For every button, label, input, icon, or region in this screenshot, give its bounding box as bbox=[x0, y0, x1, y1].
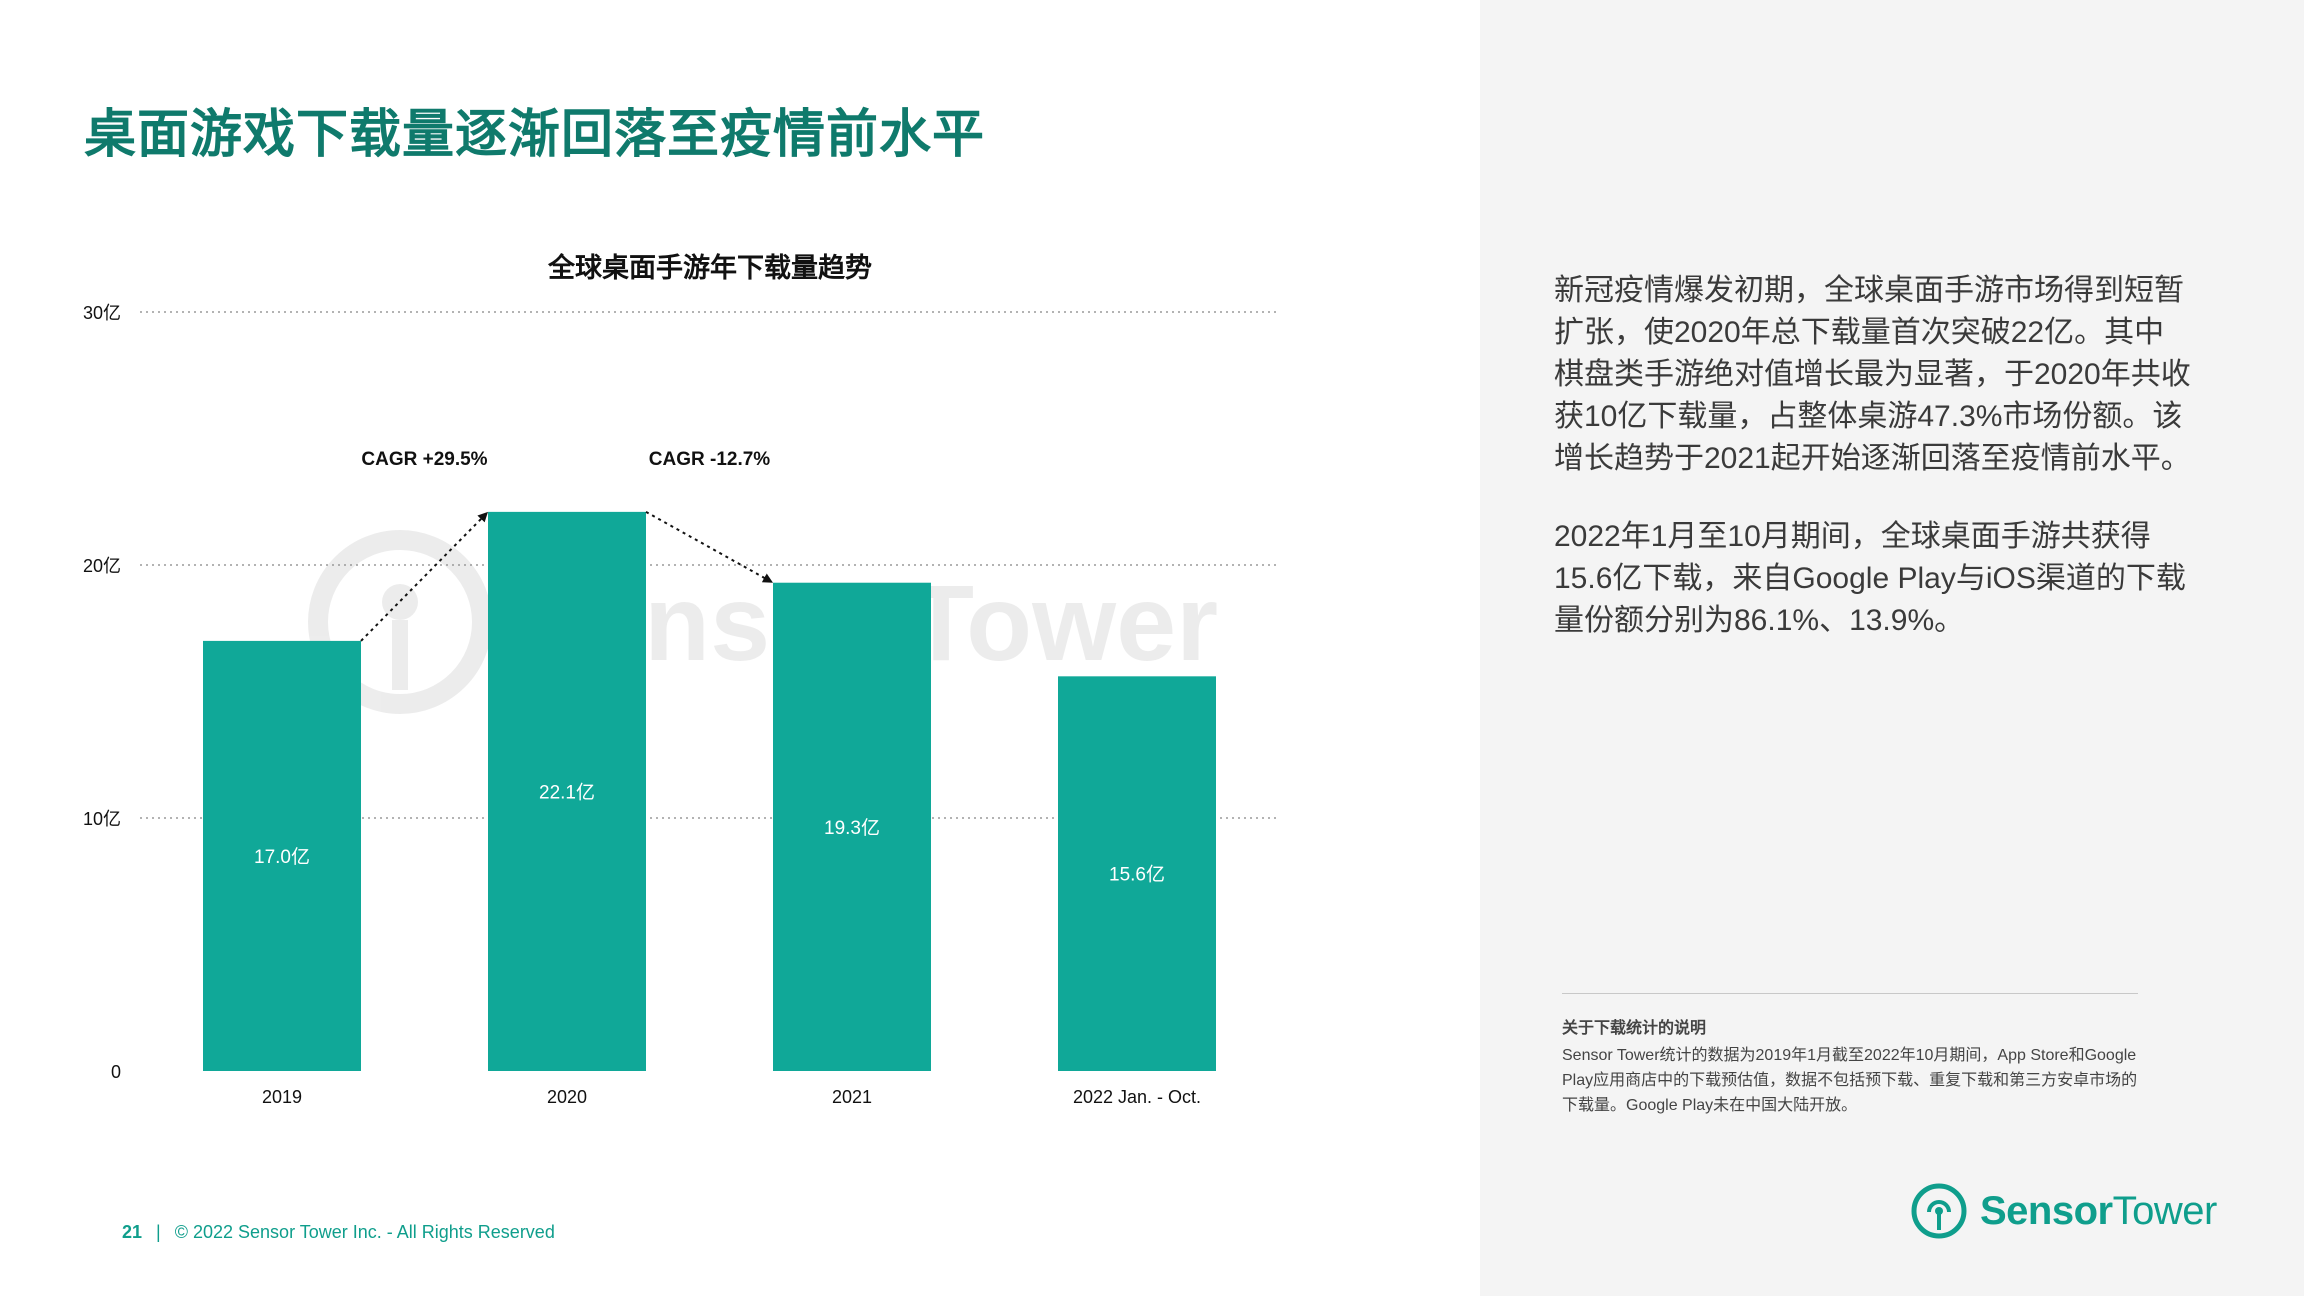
x-tick-label: 2020 bbox=[547, 1087, 587, 1107]
cagr-arrow bbox=[645, 510, 774, 583]
sensor-tower-logo-icon bbox=[1911, 1183, 1967, 1239]
y-tick-label: 30亿 bbox=[83, 303, 121, 323]
bar bbox=[773, 582, 931, 1071]
x-tick-label: 2022 Jan. - Oct. bbox=[1073, 1087, 1201, 1107]
bar-value-label: 22.1亿 bbox=[539, 781, 595, 803]
bar bbox=[1058, 676, 1216, 1071]
logo-wordmark: SensorTower bbox=[1980, 1189, 2217, 1234]
note-text: Sensor Tower统计的数据为2019年1月截至2022年10月期间，Ap… bbox=[1562, 1047, 2138, 1114]
x-tick-label: 2021 bbox=[832, 1087, 872, 1107]
cagr-label: CAGR -12.7% bbox=[649, 449, 771, 470]
bar-value-label: 15.6亿 bbox=[1109, 864, 1165, 886]
chart-title: 全球桌面手游年下载量趋势 bbox=[547, 252, 872, 283]
cagr-label: CAGR +29.5% bbox=[361, 449, 487, 470]
watermark-logo-icon bbox=[308, 530, 492, 714]
download-note: 关于下载统计的说明 Sensor Tower统计的数据为2019年1月截至202… bbox=[1562, 1016, 2142, 1118]
bar-layer: 17.0亿 2019 22.1亿 2020 19.3亿 2021 15.6亿 2022 Jan… bbox=[203, 511, 1216, 1107]
copyright-text: © 2022 Sensor Tower Inc. - All Rights Re… bbox=[174, 1222, 555, 1242]
page-title: 桌面游戏下载量逐渐回落至疫情前水平 bbox=[84, 106, 986, 164]
annotation-layer: CAGR +29.5% CAGR -12.7% bbox=[360, 449, 774, 642]
logo-word-sensor: Sensor bbox=[1980, 1188, 2113, 1233]
page-number: 21 bbox=[122, 1222, 143, 1242]
bar-value-label: 17.0亿 bbox=[254, 846, 310, 868]
sidebar-panel bbox=[1480, 0, 2304, 1296]
x-tick-label: 2019 bbox=[262, 1087, 302, 1107]
summary-paragraph-1: 新冠疫情爆发初期，全球桌面手游市场得到短暂扩张，使2020年总下载量首次突破22… bbox=[1554, 274, 2191, 475]
watermark-logo-stem bbox=[392, 620, 408, 690]
logo-word-tower: Tower bbox=[2112, 1188, 2218, 1233]
y-tick-label: 10亿 bbox=[83, 809, 121, 829]
bar bbox=[203, 640, 361, 1071]
summary-paragraph-2: 2022年1月至10月期间，全球桌面手游共获得15.6亿下载，来自Google … bbox=[1554, 520, 2186, 637]
note-title: 关于下载统计的说明 bbox=[1562, 1020, 1707, 1037]
footer-separator: | bbox=[156, 1222, 161, 1242]
y-tick-label: 0 bbox=[111, 1062, 121, 1082]
bar-value-label: 19.3亿 bbox=[824, 817, 880, 839]
bar bbox=[488, 511, 646, 1071]
footer: 21 | © 2022 Sensor Tower Inc. - All Rights… bbox=[122, 1222, 555, 1243]
note-divider bbox=[1562, 993, 2138, 994]
summary-text: 新冠疫情爆发初期，全球桌面手游市场得到短暂扩张，使2020年总下载量首次突破22… bbox=[1554, 270, 2194, 678]
y-tick-label: 20亿 bbox=[83, 556, 121, 576]
cagr-arrow bbox=[360, 511, 489, 642]
sensor-tower-logo: SensorTower bbox=[1910, 1182, 2217, 1240]
